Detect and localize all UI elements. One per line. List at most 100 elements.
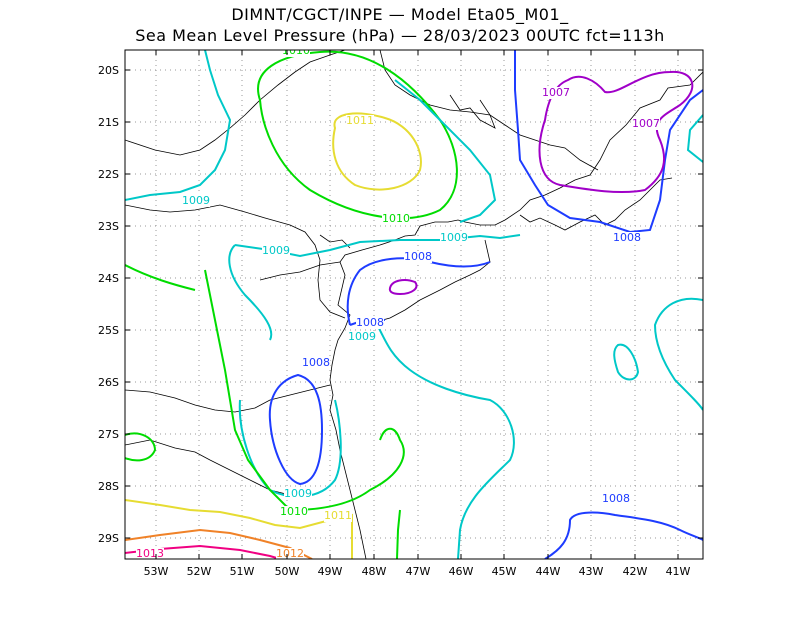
lat-label: 23S: [98, 220, 119, 233]
contour-label: 1007: [542, 86, 570, 99]
state-border-1: [125, 50, 346, 156]
contour-label: 1009: [440, 231, 468, 244]
axis-ticks: [125, 50, 703, 559]
contour-1010-east: [396, 509, 401, 559]
coast-detail: [519, 177, 673, 231]
contour-1008-middle: [346, 257, 491, 326]
lon-label: 46W: [449, 565, 474, 578]
contour-label-bg: [356, 317, 384, 329]
state-border-5: [125, 439, 311, 499]
contour-1009-east: [686, 114, 703, 163]
contour-label: 1009: [262, 244, 290, 257]
lon-label: 51W: [230, 565, 255, 578]
axis-labels: 20S 21S 22S 23S 24S 25S 26S 27S 28S 29S 53W 52W 51W 5…: [98, 64, 691, 578]
contour-1009-west: [228, 244, 273, 341]
contour-label-bg: [324, 510, 352, 522]
contour-label-bg: [542, 87, 570, 99]
contour-labels: 1010101110101009100910091008100810091008…: [136, 44, 660, 560]
contour-1010-north: [257, 50, 458, 220]
lon-label: 47W: [406, 565, 431, 578]
lon-label: 43W: [579, 565, 604, 578]
contour-label-bg: [404, 251, 432, 263]
contour-1007-small: [388, 279, 418, 296]
contour-1009-northwest: [125, 50, 232, 201]
contour-1009-south: [374, 319, 515, 559]
contour-label-bg: [136, 548, 164, 559]
chart-title-line1: DIMNT/CGCT/INPE — Model Eta05_M01_: [231, 5, 569, 24]
lon-label: 45W: [492, 565, 517, 578]
contour-label-bg: [280, 506, 308, 518]
contour-label-bg: [276, 548, 304, 559]
lat-label: 21S: [98, 116, 119, 129]
chart-title-line2: Sea Mean Level Pressure (hPa) — 28/03/20…: [135, 26, 665, 45]
river: [319, 234, 351, 249]
contour-1009-southeast: [653, 297, 703, 411]
contour-label-bg: [440, 232, 468, 244]
contour-1010-northwest: [125, 264, 196, 291]
contour-1009-northeast: [394, 79, 497, 223]
contour-label-bg: [382, 213, 410, 225]
lat-label: 26S: [98, 376, 119, 389]
contour-label-bg: [613, 232, 641, 244]
contour-label-bg: [262, 245, 290, 257]
contour-label: 1008: [602, 492, 630, 505]
contour-1010-west: [204, 269, 291, 511]
lat-label: 22S: [98, 168, 119, 181]
contour-1011-north: [332, 112, 422, 191]
contour-label-bg: [632, 118, 660, 130]
map-frame: [124, 49, 704, 560]
lon-label: 49W: [318, 565, 343, 578]
lon-label: 48W: [362, 565, 387, 578]
state-border-3: [379, 50, 599, 171]
state-border-6: [259, 261, 341, 281]
contour-label: 1012: [276, 547, 304, 560]
contour-1008-southwest: [268, 373, 324, 486]
coastlines-and-borders: [125, 50, 703, 559]
contours: [125, 50, 703, 559]
lon-label: 42W: [623, 565, 648, 578]
contour-label-bg: [346, 115, 374, 127]
lat-label: 27S: [98, 428, 119, 441]
lat-label: 20S: [98, 64, 119, 77]
state-border-2: [125, 204, 346, 319]
contour-label-bg: [282, 50, 310, 57]
contour-label-bg: [302, 357, 330, 369]
lat-label: 25S: [98, 324, 119, 337]
contour-1009-small-loop: [613, 343, 640, 381]
contour-label-bg: [284, 488, 312, 500]
lon-label: 50W: [275, 565, 300, 578]
contour-label: 1010: [382, 212, 410, 225]
lon-label: 41W: [666, 565, 691, 578]
contour-label: 1007: [632, 117, 660, 130]
contour-1007-east: [538, 70, 694, 194]
contour-label: 1010: [282, 44, 310, 57]
contour-1008-east: [514, 50, 703, 234]
lat-label: 28S: [98, 480, 119, 493]
contour-label: 1009: [348, 330, 376, 343]
coast-bay: [449, 94, 496, 129]
lon-label: 52W: [187, 565, 212, 578]
contour-label-bg: [602, 493, 630, 505]
lon-label: 44W: [536, 565, 561, 578]
contour-label: 1008: [302, 356, 330, 369]
contour-label: 1009: [182, 194, 210, 207]
contour-label: 1011: [346, 114, 374, 127]
contour-label: 1008: [356, 316, 384, 329]
lat-label: 29S: [98, 532, 119, 545]
contour-1010-corner: [125, 432, 157, 462]
contour-label: 1009: [284, 487, 312, 500]
contour-label: 1013: [136, 547, 164, 560]
contour-label: 1011: [324, 509, 352, 522]
contour-label: 1008: [404, 250, 432, 263]
lon-label: 53W: [144, 565, 169, 578]
state-border-4: [125, 384, 331, 413]
contour-label: 1008: [613, 231, 641, 244]
coastline: [329, 71, 703, 559]
contour-1010-south: [289, 427, 405, 511]
lat-label: 24S: [98, 272, 119, 285]
contour-label: 1010: [280, 505, 308, 518]
contour-label-bg: [348, 331, 376, 343]
contour-label-bg: [182, 195, 210, 207]
contour-1008-southeast: [544, 511, 703, 559]
